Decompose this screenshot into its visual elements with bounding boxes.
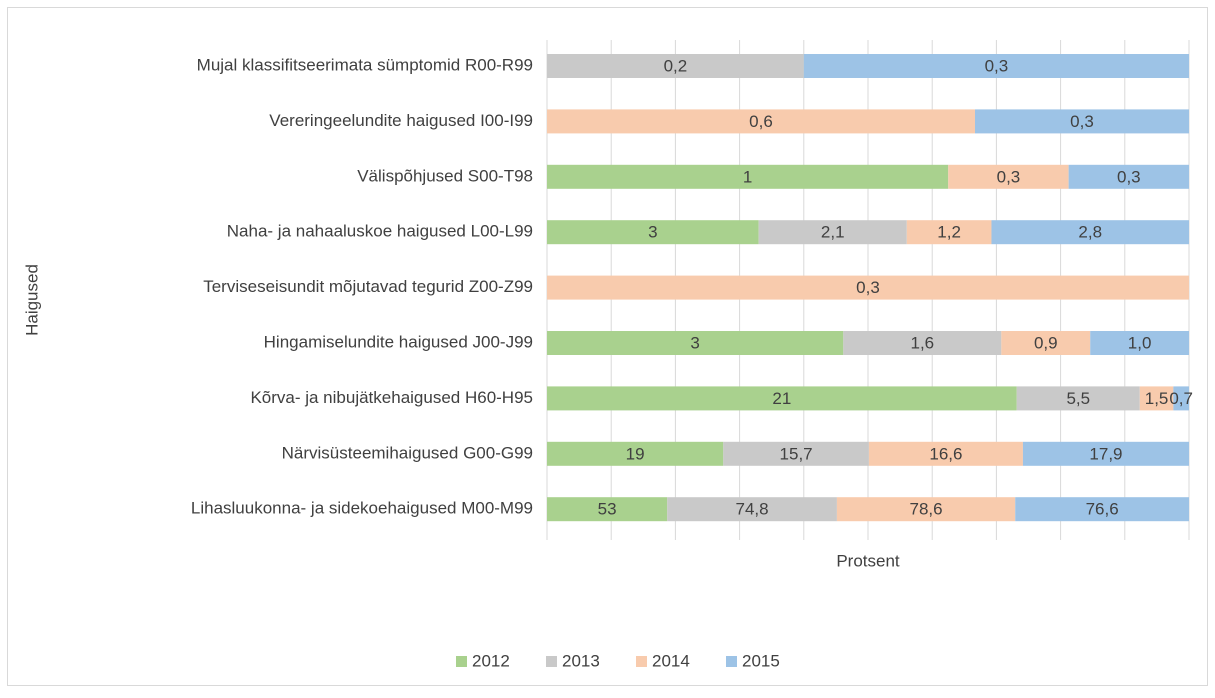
data-label: 1,2 bbox=[937, 223, 961, 242]
legend-swatch bbox=[636, 656, 647, 667]
data-label: 0,2 bbox=[664, 56, 688, 75]
data-label: 2,1 bbox=[821, 223, 845, 242]
data-label: 0,7 bbox=[1169, 389, 1193, 408]
legend-swatch bbox=[726, 656, 737, 667]
data-label: 19 bbox=[626, 444, 645, 463]
data-label: 0,3 bbox=[1117, 167, 1141, 186]
data-label: 17,9 bbox=[1089, 444, 1122, 463]
bar-segment bbox=[975, 109, 1189, 134]
data-label: 78,6 bbox=[910, 500, 943, 519]
y-tick-label: Kõrva- ja nibujätkehaigused H60-H95 bbox=[250, 388, 533, 407]
legend-label: 2012 bbox=[472, 651, 510, 670]
bar-segment bbox=[843, 331, 1002, 355]
bar-segment bbox=[1090, 331, 1189, 355]
data-label: 3 bbox=[648, 223, 657, 242]
data-label: 15,7 bbox=[780, 444, 813, 463]
data-label: 1,0 bbox=[1128, 333, 1152, 352]
bar-segment bbox=[547, 386, 1017, 411]
y-tick-label: Välispõhjused S00-T98 bbox=[357, 166, 533, 185]
data-label: 16,6 bbox=[929, 444, 962, 463]
x-axis-title: Protsent bbox=[836, 551, 900, 570]
y-tick-label: Hingamiselundite haigused J00-J99 bbox=[264, 332, 533, 351]
data-label: 1 bbox=[743, 167, 752, 186]
bar-segment bbox=[547, 331, 844, 355]
data-label: 3 bbox=[690, 333, 699, 352]
bar-segment bbox=[547, 54, 804, 78]
bar-segment bbox=[1022, 441, 1189, 466]
bar-segment bbox=[1015, 497, 1189, 522]
legend-label: 2013 bbox=[562, 651, 600, 670]
bar-segment bbox=[547, 275, 1189, 300]
legend-label: 2014 bbox=[652, 651, 690, 670]
data-label: 0,9 bbox=[1034, 333, 1058, 352]
bar-segment bbox=[547, 164, 949, 189]
bar-segment bbox=[547, 497, 668, 522]
data-label: 1,6 bbox=[911, 333, 935, 352]
bar-segment bbox=[1016, 386, 1140, 411]
data-label: 0,3 bbox=[985, 56, 1009, 75]
data-label: 1,5 bbox=[1145, 389, 1169, 408]
data-label: 2,8 bbox=[1078, 223, 1102, 242]
y-tick-label: Terviseseisundit mõjutavad tegurid Z00-Z… bbox=[203, 277, 533, 296]
data-label: 76,6 bbox=[1086, 500, 1119, 519]
legend-swatch bbox=[546, 656, 557, 667]
bar-segment bbox=[723, 441, 869, 466]
legend-swatch bbox=[456, 656, 467, 667]
bar-segment bbox=[547, 109, 975, 134]
data-label: 21 bbox=[772, 389, 791, 408]
bar-segment bbox=[803, 54, 1189, 78]
bar-segment bbox=[547, 441, 724, 466]
bar-segment bbox=[1068, 164, 1189, 189]
bar-segment bbox=[991, 220, 1189, 245]
bar-segment bbox=[667, 497, 837, 522]
data-label: 0,3 bbox=[997, 167, 1021, 186]
data-label: 5,5 bbox=[1066, 389, 1090, 408]
y-axis-title: Haigused bbox=[22, 264, 41, 336]
bar-segment bbox=[1001, 331, 1091, 355]
data-label: 74,8 bbox=[736, 500, 769, 519]
data-label: 0,3 bbox=[1070, 112, 1094, 131]
bar-segment bbox=[868, 441, 1023, 466]
data-label: 0,3 bbox=[856, 278, 880, 297]
legend-label: 2015 bbox=[742, 651, 780, 670]
bar-segment bbox=[758, 220, 907, 245]
bar-segment bbox=[1139, 386, 1174, 411]
y-tick-label: Vereringeelundite haigused I00-I99 bbox=[269, 111, 533, 130]
bar-segment bbox=[906, 220, 992, 245]
bar-segment bbox=[948, 164, 1069, 189]
y-tick-label: Närvisüsteemihaigused G00-G99 bbox=[282, 443, 533, 462]
bar-segment bbox=[836, 497, 1016, 522]
y-tick-label: Naha- ja nahaaluskoe haigused L00-L99 bbox=[227, 222, 533, 241]
y-tick-label: Mujal klassifitseerimata sümptomid R00-R… bbox=[197, 55, 533, 74]
y-tick-label: Lihasluukonna- ja sidekoehaigused M00-M9… bbox=[191, 499, 533, 518]
bar-segment bbox=[547, 220, 759, 245]
data-label: 53 bbox=[598, 500, 617, 519]
data-label: 0,6 bbox=[749, 112, 773, 131]
bar-segment bbox=[1173, 386, 1189, 411]
